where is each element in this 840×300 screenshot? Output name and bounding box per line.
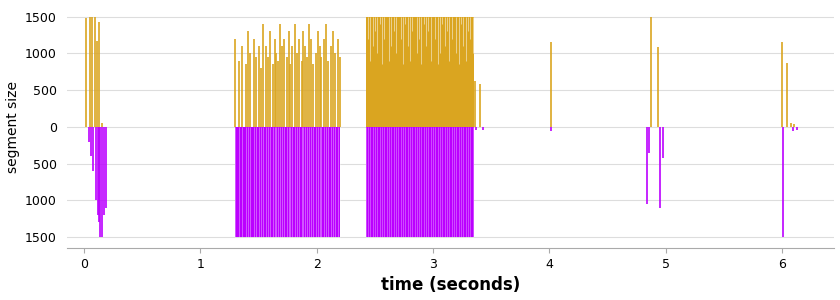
X-axis label: time (seconds): time (seconds) xyxy=(381,276,520,294)
Y-axis label: segment size: segment size xyxy=(6,81,19,173)
